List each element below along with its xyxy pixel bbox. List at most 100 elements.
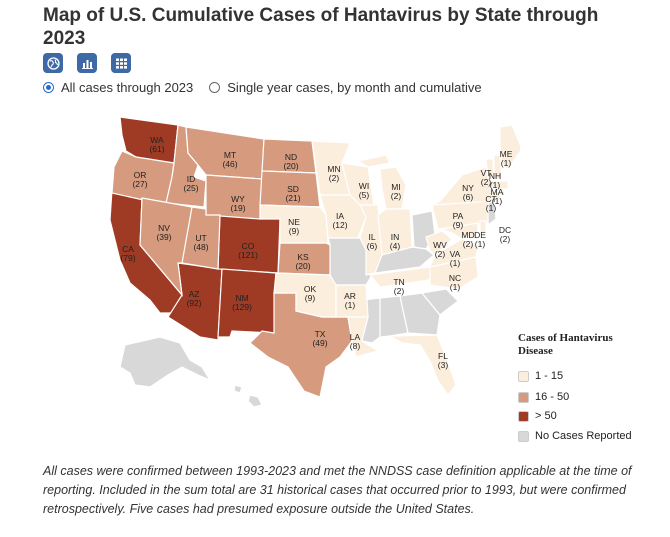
- legend-label-medium: 16 - 50: [535, 391, 570, 403]
- label-CO: CO: [242, 241, 255, 251]
- value-OR: (27): [132, 179, 147, 189]
- label-MT: MT: [224, 150, 236, 160]
- state-NE[interactable]: [259, 204, 329, 244]
- label-LA: LA: [350, 332, 361, 342]
- label-TN: TN: [393, 277, 404, 287]
- legend-label-none: No Cases Reported: [535, 430, 632, 442]
- label-IL: IL: [368, 232, 375, 242]
- value-MA: (1): [492, 196, 503, 206]
- state-SC[interactable]: [420, 288, 459, 316]
- label-PA: PA: [453, 211, 464, 221]
- label-OK: OK: [304, 284, 317, 294]
- label-MI: MI: [391, 182, 400, 192]
- value-CT: (1): [486, 203, 497, 213]
- bar-chart-icon: [81, 59, 93, 69]
- single-year-label[interactable]: Single year cases, by month and cumulati…: [227, 80, 482, 95]
- state-RI[interactable]: [500, 190, 505, 196]
- value-IN: (4): [390, 241, 401, 251]
- state-IN[interactable]: [377, 208, 413, 256]
- legend-item-low: 1 - 15: [518, 370, 563, 382]
- legend-item-high: > 50: [518, 410, 557, 422]
- label-ID: ID: [187, 174, 196, 184]
- value-MT: (46): [222, 159, 237, 169]
- value-LA: (8): [350, 341, 361, 351]
- value-TX: (49): [312, 338, 327, 348]
- value-MI: (2): [391, 191, 402, 201]
- state-CT[interactable]: [491, 190, 501, 200]
- state-ME[interactable]: [499, 124, 520, 170]
- value-CO: (121): [238, 250, 258, 260]
- state-FL[interactable]: [387, 334, 457, 396]
- state-DC[interactable]: [473, 232, 478, 237]
- state-MD[interactable]: [439, 222, 479, 240]
- value-OK: (9): [305, 293, 316, 303]
- state-WV[interactable]: [425, 230, 453, 256]
- value-DC: (2): [500, 234, 511, 244]
- legend-swatch-medium: [518, 391, 529, 403]
- label-NC: NC: [449, 273, 461, 283]
- value-NV: (39): [156, 232, 171, 242]
- value-VA: (1): [450, 258, 461, 268]
- map-view-button[interactable]: [43, 53, 63, 73]
- state-HI[interactable]: [233, 384, 263, 408]
- value-MN: (2): [329, 173, 340, 183]
- all-cases-radio[interactable]: [43, 82, 54, 93]
- legend-swatch-low: [518, 370, 529, 382]
- value-NE: (9): [289, 226, 300, 236]
- state-MA[interactable]: [489, 180, 509, 190]
- state-OK[interactable]: [273, 272, 337, 318]
- label-WV: WV: [433, 240, 447, 250]
- label-DE: DE: [474, 230, 486, 240]
- value-ND: (20): [283, 161, 298, 171]
- value-AZ: (92): [186, 298, 201, 308]
- value-ME: (1): [501, 158, 512, 168]
- state-VA[interactable]: [429, 238, 479, 268]
- value-NM: (129): [232, 302, 252, 312]
- label-ND: ND: [285, 152, 297, 162]
- label-WY: WY: [231, 194, 245, 204]
- label-MD: MD: [461, 230, 474, 240]
- value-DE: (1): [475, 239, 486, 249]
- single-year-radio[interactable]: [209, 82, 221, 93]
- state-UT[interactable]: [181, 206, 221, 270]
- label-CT: CT: [485, 194, 496, 204]
- label-DC: DC: [499, 225, 511, 235]
- label-KS: KS: [297, 252, 309, 262]
- label-VT: VT: [481, 168, 492, 178]
- chart-view-button[interactable]: [77, 53, 97, 73]
- legend-label-high: > 50: [535, 410, 557, 422]
- legend-title: Cases of Hantavirus Disease: [518, 332, 613, 357]
- label-IA: IA: [336, 211, 344, 221]
- legend-label-low: 1 - 15: [535, 370, 564, 382]
- legend-swatch-high: [518, 410, 529, 422]
- table-grid-icon: [115, 58, 127, 69]
- label-WI: WI: [359, 181, 369, 191]
- label-MN: MN: [327, 164, 340, 174]
- value-TN: (2): [394, 286, 405, 296]
- legend-item-medium: 16 - 50: [518, 391, 569, 403]
- value-MD: (2): [463, 239, 474, 249]
- value-ID: (25): [183, 183, 198, 193]
- value-FL: (3): [438, 360, 449, 370]
- state-DE[interactable]: [479, 220, 487, 234]
- state-LA[interactable]: [347, 316, 380, 358]
- value-UT: (48): [193, 242, 208, 252]
- label-OR: OR: [134, 170, 147, 180]
- value-SD: (21): [285, 193, 300, 203]
- state-AL[interactable]: [379, 295, 409, 338]
- value-KS: (20): [295, 261, 310, 271]
- state-AK[interactable]: [119, 336, 212, 388]
- label-NY: NY: [462, 183, 474, 193]
- label-CA: CA: [122, 244, 134, 254]
- label-NV: NV: [158, 223, 170, 233]
- label-ME: ME: [500, 149, 513, 159]
- all-cases-label[interactable]: All cases through 2023: [61, 80, 194, 95]
- state-NH[interactable]: [493, 154, 503, 180]
- value-NC: (1): [450, 282, 461, 292]
- label-SD: SD: [287, 184, 299, 194]
- us-map: WA (61) OR (27) CA (79) ID (25) NV (39) …: [109, 116, 520, 408]
- footnote: All cases were confirmed between 1993-20…: [43, 464, 632, 516]
- label-NE: NE: [288, 217, 300, 227]
- label-IN: IN: [391, 232, 400, 242]
- table-view-button[interactable]: [111, 53, 131, 73]
